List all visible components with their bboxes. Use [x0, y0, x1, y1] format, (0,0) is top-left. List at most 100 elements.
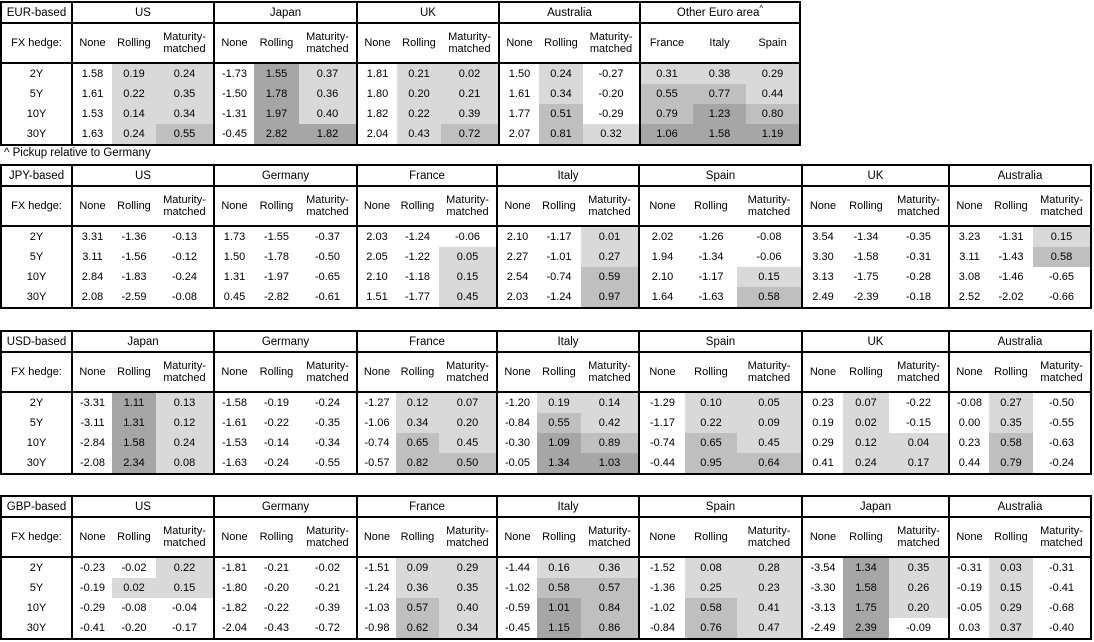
value-cell: 0.09 [737, 413, 802, 433]
value-cell: 1.81 [356, 63, 397, 84]
value-cell: -0.55 [1048, 417, 1075, 429]
hedge-col-header: Rolling [843, 517, 889, 558]
tenor-label: 5Y [29, 88, 44, 100]
value-cell: -0.08 [756, 231, 782, 243]
value-cell: 0.24 [112, 124, 156, 145]
tenor-label: 5Y [29, 251, 44, 263]
value-cell: 0.57 [581, 578, 639, 598]
hedge-col-header: Maturity-matched [889, 186, 949, 227]
value-cell: 0.65 [685, 433, 737, 453]
value-cell: -0.06 [454, 231, 481, 243]
gbp-based-table: GBP-based US Germany France Italy Spain Japan A… [0, 495, 1092, 640]
table-base-label: USD-based [1, 331, 72, 353]
jpy-based-table-wrap: JPY-based US Germany France Italy Spain UK Aust… [0, 164, 1092, 309]
tenor-label: 30Y [26, 457, 47, 469]
tenor-label: 2Y [29, 562, 44, 574]
value-cell: 0.29 [746, 63, 800, 84]
value-cell: -2.04 [213, 618, 254, 639]
table-row-2y: 2Y -3.31 1.11 0.13 -1.58 -0.19 -0.24 -1.27 0.12 0… [1, 392, 1091, 413]
table-row-30y: 30Y -0.41 -0.20 -0.17 -2.04 -0.43 -0.72 -0.98 0.… [1, 618, 1091, 639]
value-cell: -0.08 [121, 602, 147, 614]
value-cell: 0.20 [397, 84, 441, 104]
value-cell: 3.13 [801, 267, 843, 287]
value-cell: -1.27 [356, 392, 396, 413]
value-cell: 2.10 [638, 267, 685, 287]
value-cell: -0.39 [314, 602, 341, 614]
value-cell: -1.43 [998, 251, 1024, 263]
value-cell: -0.35 [905, 231, 932, 243]
hedge-col-header: Rolling [843, 186, 889, 227]
value-cell: 0.59 [581, 267, 639, 287]
value-cell: 0.79 [639, 104, 693, 124]
value-cell: 0.19 [537, 392, 581, 413]
hedge-col-header: Rolling [112, 517, 156, 558]
hedge-col-header: Rolling [989, 352, 1033, 393]
value-cell: -1.22 [404, 251, 431, 263]
value-cell: 0.50 [439, 453, 497, 474]
hedge-col-header: Rolling [397, 23, 441, 64]
value-cell: 0.55 [639, 84, 693, 104]
value-cell: 1.73 [213, 226, 254, 247]
hedge-col-header: Spain [746, 23, 800, 64]
value-cell: -0.20 [598, 88, 624, 100]
hedge-col-header: None [638, 352, 685, 393]
hedge-col-header: Maturity-matched [156, 352, 214, 393]
value-cell: -1.34 [853, 231, 879, 243]
hedge-col-header: Maturity-matched [299, 23, 357, 64]
value-cell: -2.08 [71, 453, 112, 474]
value-cell: -0.43 [263, 622, 290, 634]
hedge-col-header: Rolling [537, 186, 581, 227]
tenor-label: 2Y [29, 397, 44, 409]
value-cell: 1.82 [356, 104, 397, 124]
value-cell: 0.82 [396, 453, 439, 474]
value-cell: -1.53 [213, 433, 254, 453]
value-cell: 0.21 [441, 84, 499, 104]
value-cell: 0.41 [801, 453, 843, 474]
hedge-col-header: Rolling [112, 23, 156, 64]
value-cell: -0.22 [263, 417, 290, 429]
hedge-col-header: None [213, 517, 254, 558]
value-cell: -0.59 [496, 598, 537, 618]
value-cell: -0.74 [546, 271, 572, 283]
value-cell: -0.41 [71, 618, 112, 639]
table-base-label: JPY-based [1, 165, 72, 187]
value-cell: 0.07 [843, 392, 889, 413]
value-cell: 0.20 [439, 413, 497, 433]
country-header-other-euro-area: Other Euro area^ [639, 2, 800, 24]
value-cell: 1.50 [213, 247, 254, 267]
hedge-col-header: Rolling [989, 186, 1033, 227]
hedge-col-header: None [638, 186, 685, 227]
hedge-col-header: None [356, 186, 396, 227]
value-cell: 0.01 [581, 226, 639, 247]
hedge-col-header: Rolling [685, 352, 737, 393]
table-row-5y: 5Y 1.61 0.22 0.35 -1.50 1.78 0.36 1.80 0.20 0.21 1… [1, 84, 800, 104]
fx-hedge-label: FX hedge: [1, 186, 72, 227]
hedge-col-header: Rolling [254, 23, 299, 64]
country-header-japan: Japan [801, 496, 949, 518]
hedge-col-header: Rolling [396, 352, 439, 393]
country-header-australia: Australia [948, 496, 1091, 518]
value-cell: 0.47 [737, 618, 802, 639]
value-cell: -1.52 [638, 557, 685, 578]
value-cell: -0.66 [1048, 291, 1075, 303]
value-cell: 0.58 [989, 433, 1033, 453]
tenor-label: 2Y [29, 231, 44, 243]
value-cell: 0.44 [746, 84, 800, 104]
value-cell: -1.82 [213, 598, 254, 618]
value-cell: 1.61 [498, 84, 539, 104]
country-header-spain: Spain [638, 496, 802, 518]
value-cell: -0.44 [638, 453, 685, 474]
value-cell: 0.58 [737, 287, 802, 308]
value-cell: -2.49 [801, 618, 843, 639]
gbp-based-table-wrap: GBP-based US Germany France Italy Spain Japan A… [0, 495, 1092, 640]
value-cell: 0.03 [948, 618, 989, 639]
value-cell: 0.02 [112, 578, 156, 598]
hedge-col-header: None [496, 517, 537, 558]
hedge-col-header: Maturity-matched [439, 186, 497, 227]
value-cell: 0.31 [639, 63, 693, 84]
hedge-col-header: Maturity-matched [299, 517, 357, 558]
value-cell: 0.45 [213, 287, 254, 308]
value-cell: -1.55 [263, 231, 290, 243]
value-cell: 3.54 [801, 226, 843, 247]
value-cell: -2.59 [121, 291, 147, 303]
